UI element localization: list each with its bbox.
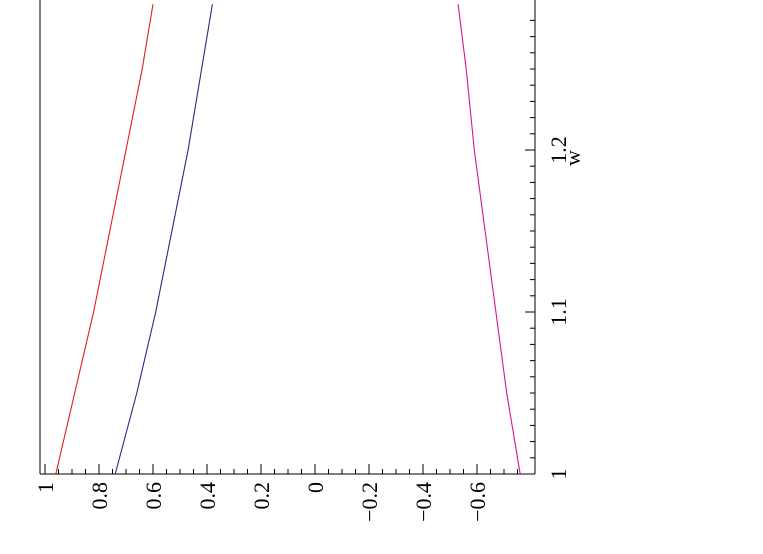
y-tick-label: 1 xyxy=(33,482,58,493)
y-tick-label: 0 xyxy=(303,482,328,493)
y-tick-label: −0.6 xyxy=(465,482,490,522)
x-tick-label: 1.2 xyxy=(546,136,571,164)
series-line-3 xyxy=(457,4,521,475)
x-axis-title: w xyxy=(560,150,585,166)
tick-labels: 1 1.1 1.2 1 0.8 0.6 0.4 0.2 0 −0.2 −0.4 −0.6 xyxy=(33,136,571,522)
x-tick-label: 1 xyxy=(546,469,571,480)
y-tick-label: 0.2 xyxy=(249,482,274,510)
series-group xyxy=(55,4,521,475)
series-line-2 xyxy=(114,4,213,475)
y-tick-label: −0.2 xyxy=(357,482,382,522)
series-line-1 xyxy=(55,4,154,475)
y-tick-label: 0.4 xyxy=(195,482,220,510)
x-tick-label: 1.1 xyxy=(546,298,571,326)
y-tick-label: 0.8 xyxy=(87,482,112,510)
y-tick-label: 0.6 xyxy=(141,482,166,510)
ticks xyxy=(44,19,535,475)
y-tick-label: −0.4 xyxy=(411,482,436,522)
